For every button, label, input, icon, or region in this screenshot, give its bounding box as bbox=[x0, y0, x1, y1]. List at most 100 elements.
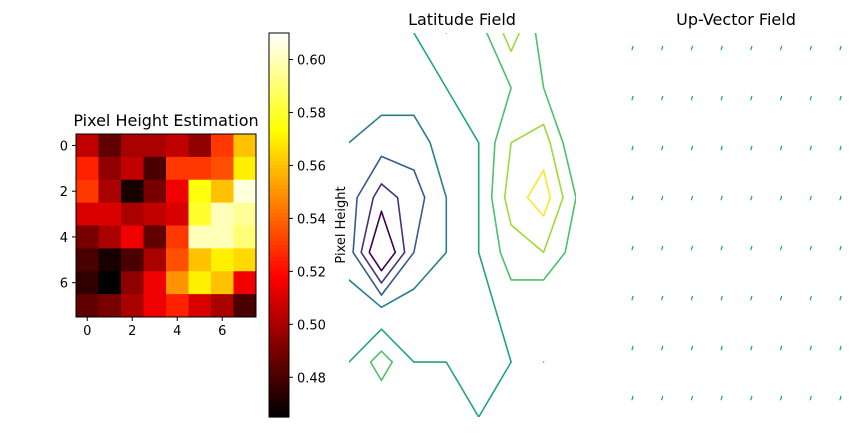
quiver-arrow bbox=[779, 45, 783, 51]
colorbar-strip bbox=[269, 313, 289, 318]
quiver-arrows bbox=[631, 45, 842, 401]
heatmap-cells bbox=[76, 134, 257, 318]
quiver-arrow bbox=[779, 195, 783, 201]
heatmap-cell bbox=[143, 271, 167, 295]
colorbar-strip bbox=[269, 225, 289, 230]
heatmap-cell bbox=[121, 179, 144, 204]
colorbar-strip bbox=[269, 105, 289, 110]
colorbar-strip bbox=[269, 125, 289, 130]
colorbar-ticks: 0.48 0.50 0.52 0.54 0.56 0.58 0.60 bbox=[289, 53, 326, 386]
colorbar-strip bbox=[269, 297, 289, 302]
heatmap-y-tick-label: 2 bbox=[60, 185, 68, 200]
heatmap-cell bbox=[121, 271, 144, 295]
colorbar-strip bbox=[269, 109, 289, 114]
quiver-title: Up-Vector Field bbox=[676, 10, 796, 29]
heatmap-cell bbox=[143, 134, 167, 158]
contour-line bbox=[360, 183, 406, 284]
heatmap-cell bbox=[166, 202, 189, 226]
quiver-panel: Up-Vector Field bbox=[631, 10, 842, 401]
colorbar-strip bbox=[269, 241, 289, 246]
heatmap-cell bbox=[98, 134, 122, 158]
quiver-arrow bbox=[809, 45, 812, 51]
colorbar-strip bbox=[269, 397, 289, 402]
contour-title: Latitude Field bbox=[408, 10, 516, 29]
colorbar-strip bbox=[269, 85, 289, 90]
heatmap-cell bbox=[166, 134, 189, 158]
quiver-arrow bbox=[661, 345, 664, 351]
colorbar-strip bbox=[269, 65, 289, 70]
heatmap-cell bbox=[98, 179, 122, 204]
heatmap-cell bbox=[121, 248, 144, 272]
quiver-arrow bbox=[661, 95, 664, 101]
colorbar-strip bbox=[269, 293, 289, 298]
heatmap-cell bbox=[143, 156, 167, 181]
colorbar-frame bbox=[268, 32, 290, 418]
colorbar-strip bbox=[269, 137, 289, 142]
heatmap-cell bbox=[76, 134, 99, 158]
colorbar-strip bbox=[269, 317, 289, 322]
quiver-arrow bbox=[839, 145, 842, 151]
contour-line bbox=[368, 210, 397, 272]
heatmap-cell bbox=[121, 294, 144, 318]
heatmap-cell bbox=[76, 179, 99, 204]
heatmap-cell bbox=[121, 225, 144, 249]
quiver-arrow bbox=[750, 95, 753, 101]
colorbar-strip bbox=[269, 205, 289, 210]
colorbar-strip bbox=[269, 121, 289, 126]
colorbar-tick-label: 0.60 bbox=[297, 53, 326, 68]
heatmap-cell bbox=[233, 134, 257, 158]
contour-line bbox=[526, 169, 551, 217]
colorbar-strip bbox=[269, 93, 289, 98]
colorbar-strip bbox=[269, 321, 289, 326]
colorbar-strip bbox=[269, 169, 289, 174]
quiver-arrow bbox=[631, 345, 634, 351]
quiver-arrow bbox=[720, 45, 723, 51]
colorbar-gradient bbox=[269, 33, 289, 418]
heatmap-cell bbox=[143, 202, 167, 226]
colorbar-strip bbox=[269, 161, 289, 166]
colorbar-strip bbox=[269, 285, 289, 290]
colorbar-strip bbox=[269, 181, 289, 186]
quiver-arrow bbox=[779, 345, 783, 351]
quiver-arrow bbox=[661, 245, 664, 251]
colorbar-strip bbox=[269, 37, 289, 42]
quiver-arrow bbox=[809, 195, 812, 201]
heatmap-cell bbox=[98, 294, 122, 318]
heatmap-cell bbox=[188, 271, 212, 295]
colorbar-strip bbox=[269, 45, 289, 50]
quiver-arrow bbox=[690, 345, 694, 351]
colorbar-strip bbox=[269, 185, 289, 190]
quiver-arrow bbox=[690, 395, 694, 401]
colorbar-strip bbox=[269, 201, 289, 206]
quiver-arrow bbox=[809, 145, 812, 151]
quiver-arrow bbox=[809, 295, 812, 301]
colorbar-strip bbox=[269, 117, 289, 122]
quiver-arrow bbox=[839, 345, 842, 351]
colorbar-tick-label: 0.56 bbox=[297, 159, 326, 174]
colorbar-strip bbox=[269, 81, 289, 86]
heatmap-frame bbox=[75, 133, 257, 318]
quiver-arrow bbox=[631, 145, 634, 151]
heatmap-cell bbox=[166, 179, 189, 204]
heatmap-cell bbox=[76, 202, 99, 226]
colorbar-strip bbox=[269, 329, 289, 334]
heatmap-cell bbox=[188, 225, 212, 249]
colorbar-strip bbox=[269, 221, 289, 226]
quiver-arrow bbox=[750, 45, 753, 51]
quiver-arrow bbox=[809, 95, 812, 101]
colorbar-strip bbox=[269, 337, 289, 342]
colorbar-strip bbox=[269, 73, 289, 78]
colorbar-strip bbox=[269, 309, 289, 314]
colorbar-strip bbox=[269, 365, 289, 370]
colorbar-strip bbox=[269, 149, 289, 154]
heatmap-cell bbox=[76, 271, 99, 295]
heatmap-cell bbox=[188, 202, 212, 226]
colorbar-tick-label: 0.54 bbox=[297, 212, 326, 227]
colorbar-strip bbox=[269, 233, 289, 238]
colorbar-strip bbox=[269, 89, 289, 94]
quiver-arrow bbox=[839, 245, 842, 251]
quiver-arrow bbox=[631, 45, 634, 51]
heatmap-cell bbox=[233, 248, 257, 272]
heatmap-cell bbox=[143, 248, 167, 272]
quiver-arrow bbox=[839, 195, 842, 201]
